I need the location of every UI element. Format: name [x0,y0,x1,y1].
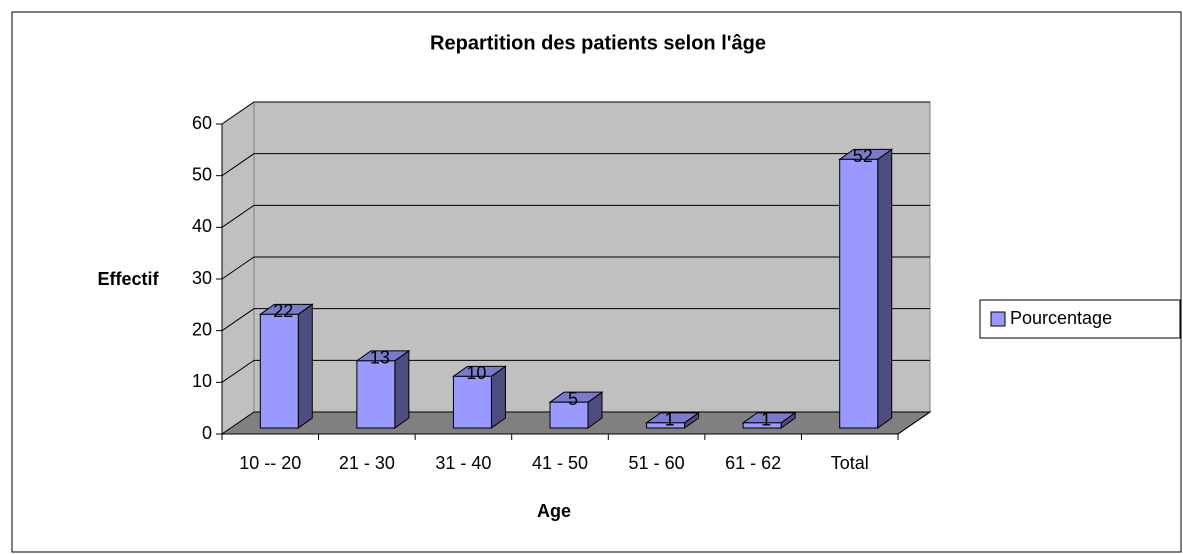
grid-line [221,204,930,228]
bars: 22 13 10 5 1 1 52 [258,146,894,430]
x-axis-depth [897,411,931,435]
chart-title: Repartition des patients selon l'âge [430,32,766,54]
data-label: 5 [568,389,578,409]
data-label: 52 [853,146,873,166]
y-tick-label: 60 [192,113,212,133]
x-axis-label: Age [537,501,571,521]
bar [259,313,299,429]
grid-line [221,101,930,125]
bar-side [394,349,410,429]
grid-line [221,153,930,177]
x-tick-label: 21 - 30 [339,453,395,473]
x-tick-label: 51 - 60 [629,453,685,473]
x-tick-label: 41 - 50 [532,453,588,473]
bar-side [297,303,313,429]
y-tick-label: 30 [192,268,212,288]
legend-box [979,299,1181,339]
bar [839,158,879,429]
grid-line [221,359,930,383]
x-tick-label: 10 -- 20 [239,453,301,473]
legend-label: Pourcentage [1010,308,1112,328]
data-label: 1 [761,410,771,430]
y-tick-label: 50 [192,164,212,184]
bar-side [490,365,506,429]
x-tick-label: 61 - 62 [725,453,781,473]
data-label: 10 [466,363,486,383]
bar [549,401,589,429]
data-label: 22 [273,301,293,321]
x-tick-label: Total [831,453,869,473]
bar [646,422,686,429]
grid: 0 10 20 30 40 50 60 [192,101,931,443]
data-label: 13 [370,348,390,368]
grid-line [221,256,930,280]
bar [356,360,396,429]
bar [742,422,782,429]
data-label: 1 [665,410,675,430]
y-tick-label: 10 [192,371,212,391]
y-axis-label: Effectif [97,269,159,289]
legend-swatch [990,311,1006,327]
grid-line [221,308,930,332]
x-tick-label: 31 - 40 [435,453,491,473]
y-tick-label: 20 [192,319,212,339]
y-tick-label: 40 [192,216,212,236]
bar-side [877,148,893,429]
bar [452,375,492,429]
y-tick-label: 0 [202,423,212,443]
